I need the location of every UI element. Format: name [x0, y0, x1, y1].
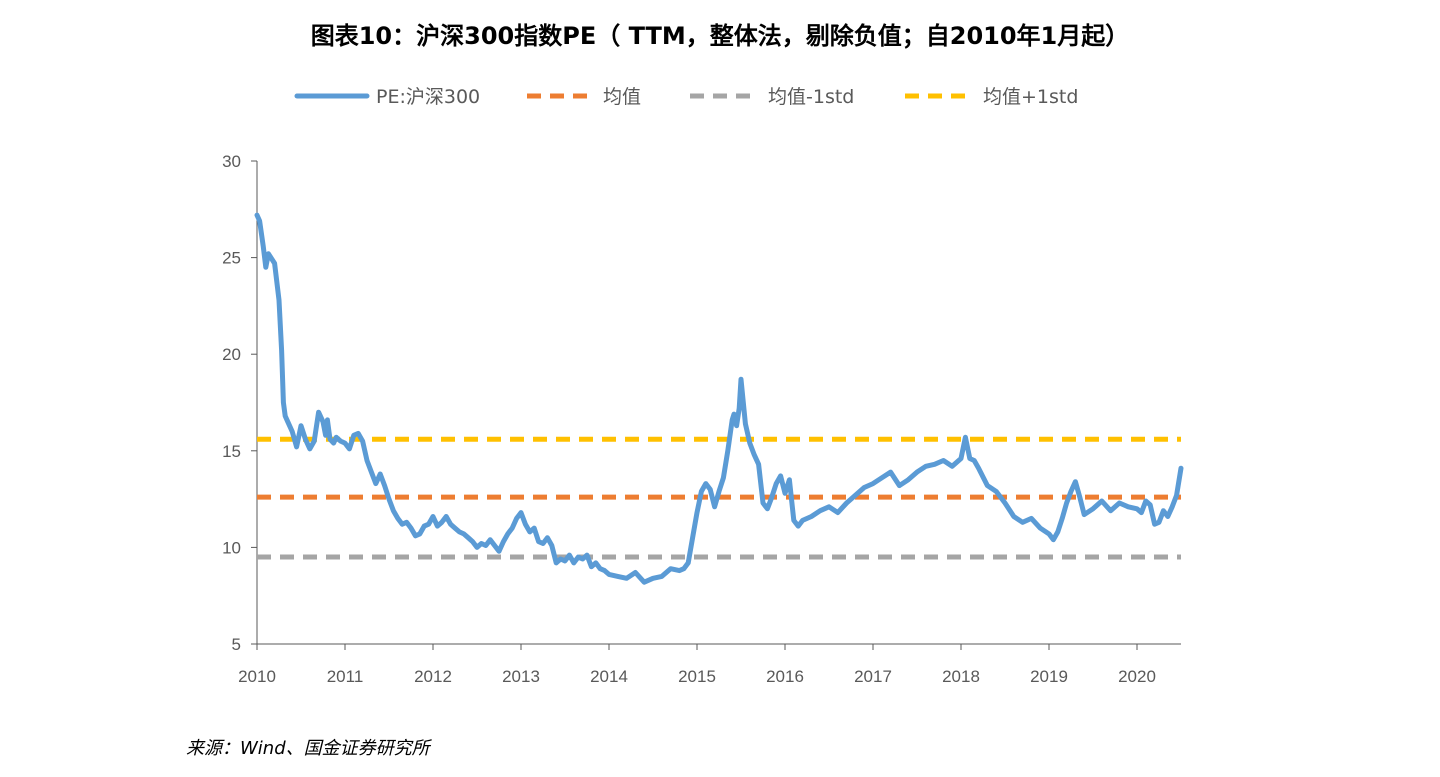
y-tick-label: 25	[222, 249, 241, 268]
y-tick-label: 10	[222, 538, 241, 557]
y-tick-label: 5	[232, 635, 241, 654]
x-tick-label: 2016	[766, 667, 804, 686]
x-tick-label: 2020	[1118, 667, 1156, 686]
y-tick-label: 30	[222, 152, 241, 171]
legend-mean-minus-std-label: 均值-1std	[768, 86, 854, 108]
y-tick-label: 15	[222, 442, 241, 461]
axes: 5 10 15 20 25 30 2010 2011 2012 2013 2014 2015 2016 2…	[222, 152, 1181, 686]
legend-pe-label: PE:沪深300	[376, 86, 480, 108]
chart-title: 图表10：沪深300指数PE（ TTM，整体法，剔除负值；自2010年1月起）	[310, 22, 1130, 50]
y-tick-label: 20	[222, 345, 241, 364]
pe-series-line	[254, 212, 1184, 585]
series-area	[254, 212, 1184, 585]
x-tick-label: 2012	[414, 667, 452, 686]
x-tick-label: 2010	[238, 667, 276, 686]
x-tick-label: 2014	[590, 667, 628, 686]
legend: PE:沪深300 均值 均值-1std 均值+1std	[294, 86, 1078, 108]
source-note: 来源：Wind、国金证券研究所	[186, 738, 430, 759]
x-tick-label: 2013	[502, 667, 540, 686]
legend-mean-plus-std-label: 均值+1std	[983, 86, 1078, 108]
x-tick-label: 2011	[327, 667, 364, 686]
legend-mean-label: 均值	[603, 86, 641, 108]
x-tick-label: 2017	[854, 667, 892, 686]
x-tick-label: 2015	[678, 667, 716, 686]
x-tick-label: 2019	[1030, 667, 1068, 686]
x-tick-label: 2018	[942, 667, 980, 686]
